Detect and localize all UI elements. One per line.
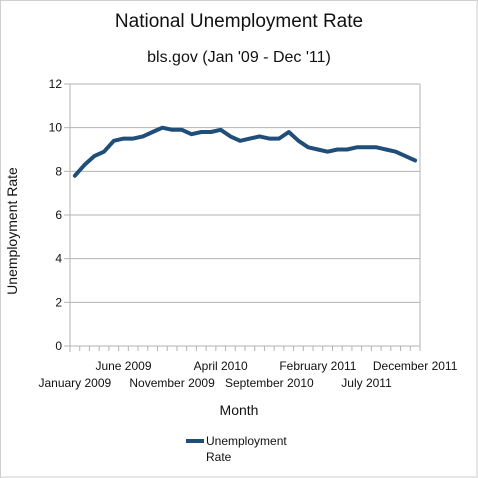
x-tick-label: June 2009 xyxy=(95,359,151,373)
y-tick-label: 2 xyxy=(55,295,62,309)
legend-label: Unemployment xyxy=(206,434,287,448)
y-tick-label: 0 xyxy=(55,339,62,353)
y-tick-label: 6 xyxy=(55,208,62,222)
legend-label: Rate xyxy=(206,450,232,464)
frame-shadow-bottom xyxy=(3,476,478,478)
frame-shadow-right xyxy=(476,3,478,478)
legend: Unemployment Rate xyxy=(186,434,287,464)
y-axis-label: Unemployment Rate xyxy=(4,167,20,295)
x-tick-label: July 2011 xyxy=(341,376,392,390)
y-tick-label: 10 xyxy=(49,121,63,135)
x-axis-label: Month xyxy=(220,402,259,418)
gridlines xyxy=(69,83,421,352)
y-axis-ticks: 0 2 4 6 8 10 12 xyxy=(49,77,70,353)
y-tick-label: 12 xyxy=(49,77,63,91)
x-tick-label: January 2009 xyxy=(38,376,111,390)
x-tick-label: September 2010 xyxy=(225,376,314,390)
chart-subtitle: bls.gov (Jan '09 - Dec '11) xyxy=(147,49,331,66)
y-tick-label: 4 xyxy=(55,252,62,266)
x-tick-label: November 2009 xyxy=(129,376,215,390)
x-tick-label: February 2011 xyxy=(279,359,356,373)
series-line-unemployment-rate xyxy=(72,125,418,178)
x-tick-label: April 2010 xyxy=(194,359,248,373)
y-tick-label: 8 xyxy=(55,164,62,178)
chart-title: National Unemployment Rate xyxy=(115,11,363,32)
x-axis-ticks: June 2009 April 2010 February 2011 December… xyxy=(38,346,458,390)
x-tick-label: December 2011 xyxy=(373,359,458,373)
series-group xyxy=(72,125,418,178)
